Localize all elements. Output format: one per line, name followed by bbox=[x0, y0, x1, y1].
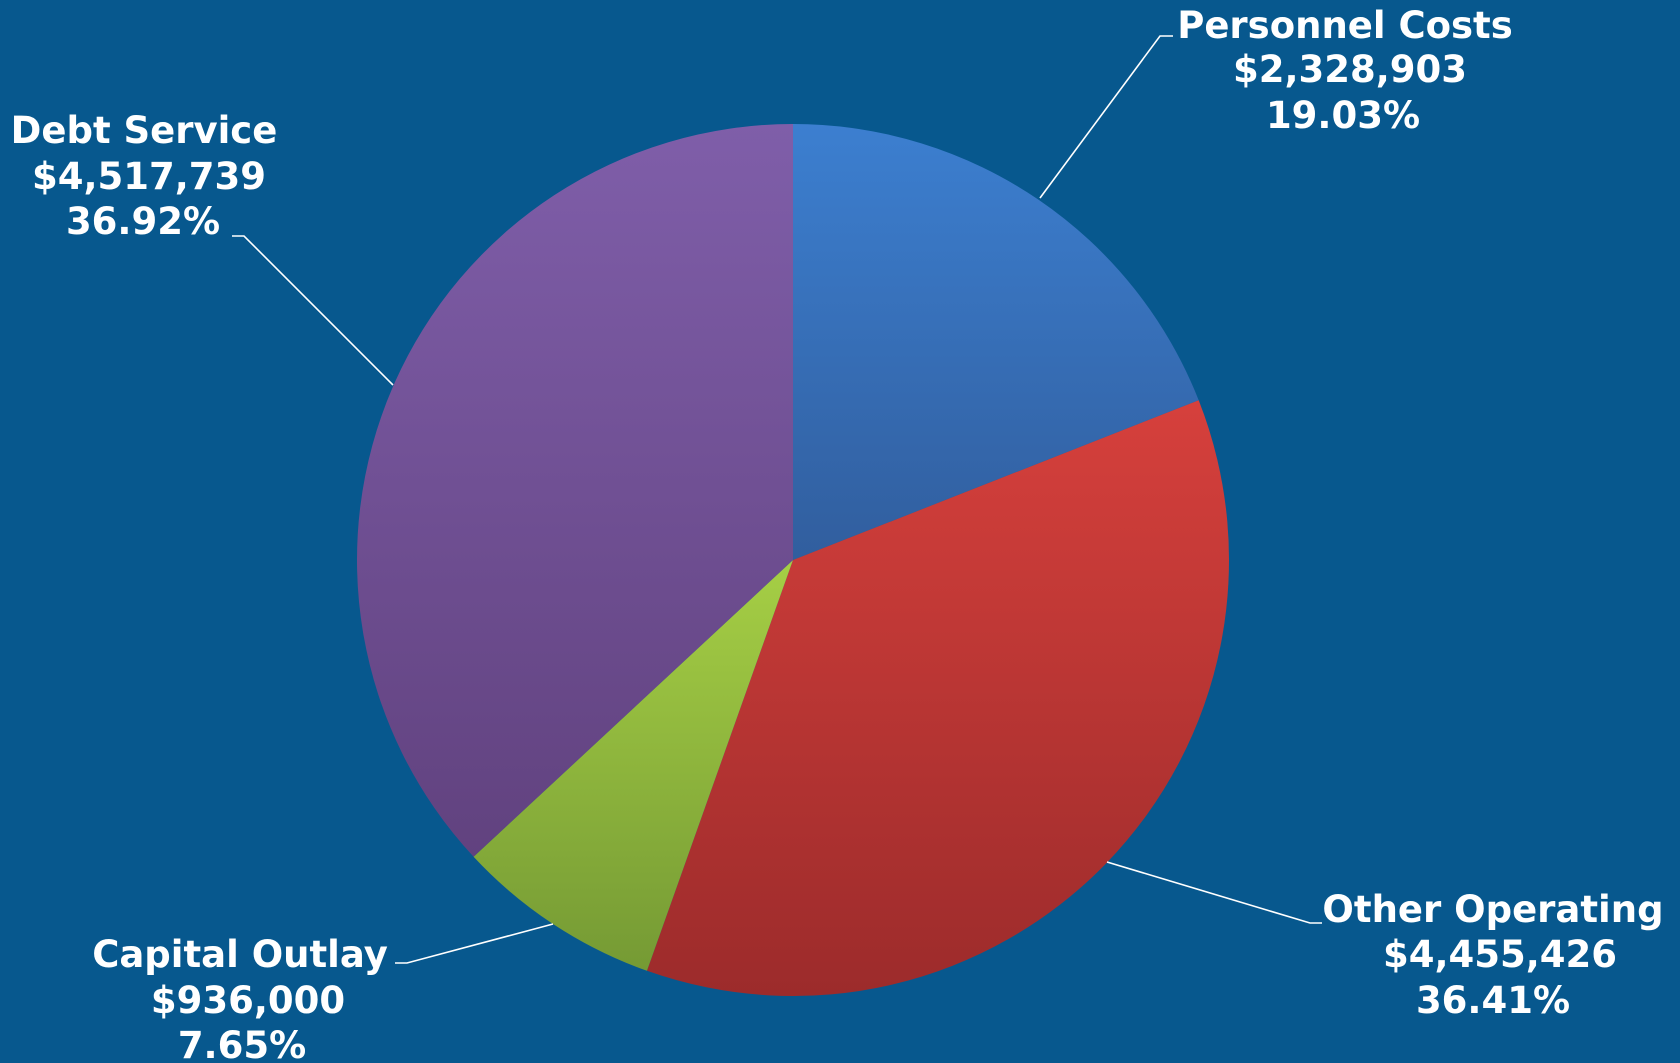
leader-line-capital-outlay bbox=[395, 923, 554, 964]
label-debt-service: Debt Service $4,517,739 36.92% bbox=[11, 109, 278, 243]
label-personnel-costs: Personnel Costs $2,328,903 19.03% bbox=[1177, 4, 1513, 137]
pie-slices bbox=[356, 124, 1229, 996]
slice-label-name: Personnel Costs bbox=[1177, 4, 1513, 47]
pie-slice-capital-outlay bbox=[473, 560, 793, 971]
slice-label-name: Debt Service bbox=[11, 109, 278, 152]
slice-label-name: Other Operating bbox=[1322, 888, 1663, 931]
slice-label-value: $4,517,739 bbox=[32, 155, 266, 198]
pie-slice-personnel-costs bbox=[793, 124, 1199, 560]
slice-label-value: $4,455,426 bbox=[1383, 933, 1617, 976]
leader-lines bbox=[232, 35, 1322, 964]
slice-label-value: $2,328,903 bbox=[1233, 48, 1467, 91]
leader-line-personnel-costs bbox=[1039, 35, 1173, 199]
slice-label-value: $936,000 bbox=[151, 979, 345, 1022]
slice-label-name: Capital Outlay bbox=[92, 933, 388, 976]
slice-label-percent: 36.92% bbox=[66, 200, 220, 243]
slice-label-percent: 7.65% bbox=[178, 1024, 306, 1063]
pie-slice-other-operating bbox=[646, 400, 1229, 996]
leader-line-debt-service bbox=[232, 235, 394, 386]
leader-line-other-operating bbox=[1106, 861, 1322, 924]
slice-label-percent: 36.41% bbox=[1416, 979, 1570, 1022]
label-other-operating: Other Operating $4,455,426 36.41% bbox=[1322, 888, 1663, 1022]
slice-label-percent: 19.03% bbox=[1266, 94, 1420, 137]
label-capital-outlay: Capital Outlay $936,000 7.65% bbox=[92, 933, 388, 1063]
pie-slice-debt-service bbox=[356, 124, 793, 857]
